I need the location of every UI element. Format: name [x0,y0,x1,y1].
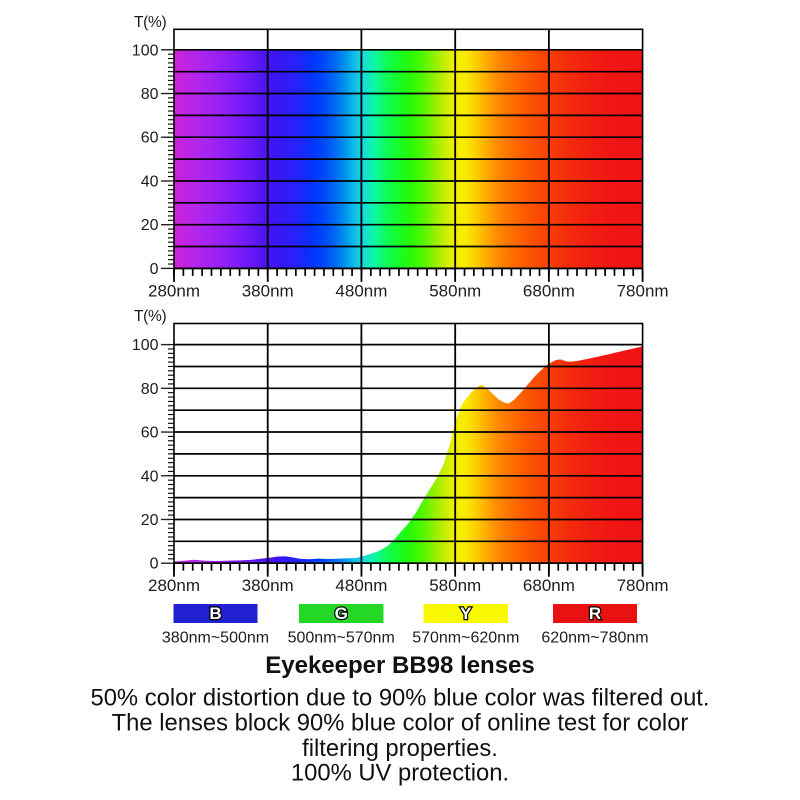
svg-text:filtering properties.: filtering properties. [302,735,498,762]
svg-text:Y: Y [460,604,472,623]
svg-text:60: 60 [141,130,159,147]
svg-text:50% color distortion due to 90: 50% color distortion due to 90% blue col… [90,685,709,712]
svg-text:380nm~500nm: 380nm~500nm [162,630,269,647]
svg-text:20: 20 [141,217,159,234]
svg-text:100% UV protection.: 100% UV protection. [291,760,509,787]
svg-text:780nm: 780nm [617,576,669,595]
svg-text:40: 40 [141,468,159,485]
svg-text:580nm: 580nm [429,282,481,301]
svg-text:280nm: 280nm [148,282,200,301]
svg-text:80: 80 [141,86,159,103]
svg-text:T(%): T(%) [134,14,167,31]
svg-text:680nm: 680nm [523,282,575,301]
svg-text:280nm: 280nm [148,576,200,595]
svg-text:20: 20 [141,512,159,529]
svg-text:0: 0 [150,261,159,278]
svg-text:The lenses block 90% blue colo: The lenses block 90% blue color of onlin… [112,710,689,737]
svg-text:780nm: 780nm [617,282,669,301]
svg-text:500nm~570nm: 500nm~570nm [288,630,395,647]
svg-text:T(%): T(%) [134,308,167,325]
svg-text:B: B [209,604,221,623]
svg-text:Eyekeeper BB98 lenses: Eyekeeper BB98 lenses [265,652,535,679]
svg-text:680nm: 680nm [523,576,575,595]
svg-text:0: 0 [150,556,159,573]
svg-text:380nm: 380nm [242,282,294,301]
svg-text:60: 60 [141,425,159,442]
svg-text:100: 100 [132,337,159,354]
svg-text:100: 100 [132,42,159,59]
svg-text:580nm: 580nm [429,576,481,595]
svg-text:80: 80 [141,381,159,398]
svg-text:570nm~620nm: 570nm~620nm [412,630,519,647]
svg-text:380nm: 380nm [242,576,294,595]
svg-text:480nm: 480nm [335,576,387,595]
svg-text:620nm~780nm: 620nm~780nm [541,630,648,647]
svg-text:480nm: 480nm [335,282,387,301]
svg-text:40: 40 [141,173,159,190]
svg-text:G: G [335,604,348,623]
svg-text:R: R [589,604,601,623]
